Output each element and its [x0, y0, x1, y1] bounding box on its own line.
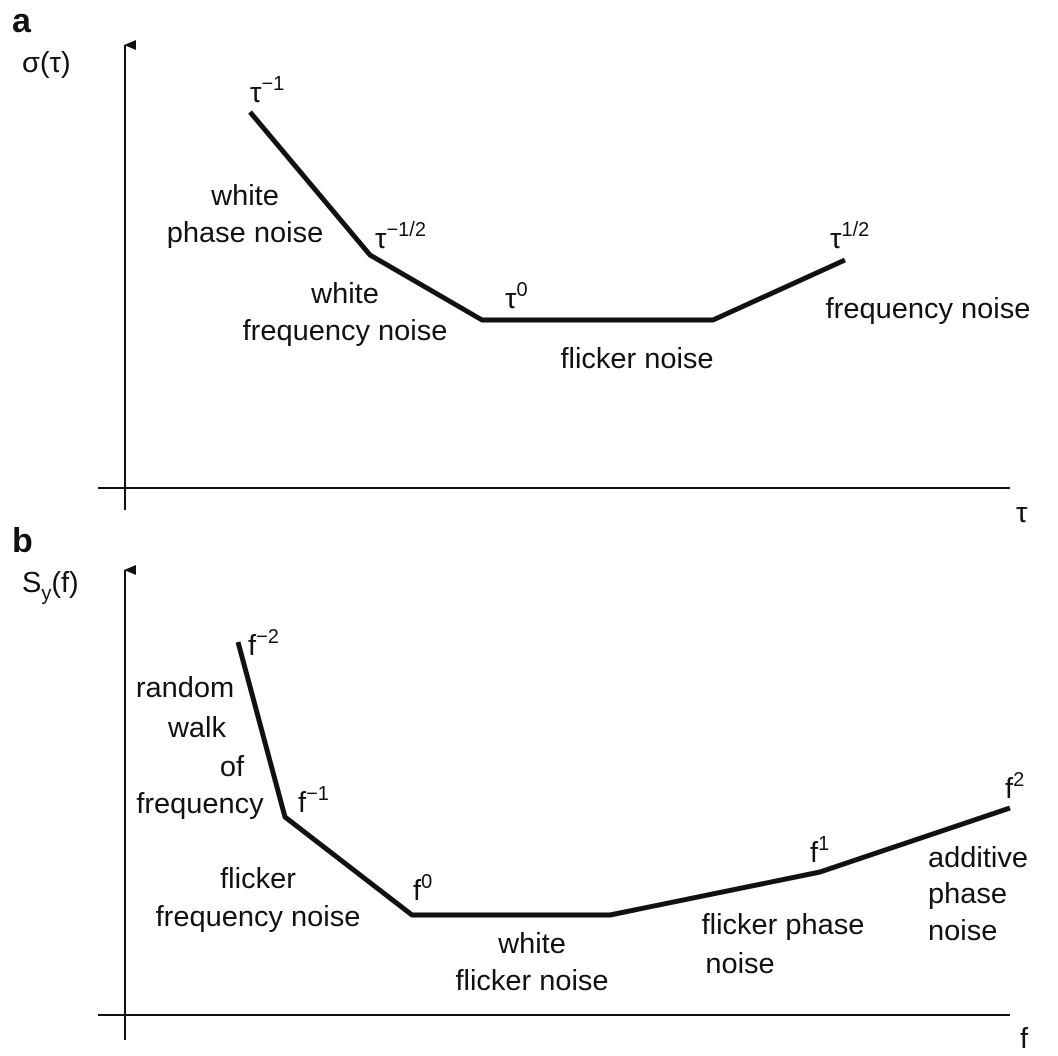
panel-a: a σ(τ) τ τ−1 white phase noise τ−1/2 whi…: [12, 2, 1030, 529]
noise-label: frequency noise: [243, 315, 448, 347]
noise-label: flicker: [220, 863, 296, 895]
panel-label: a: [12, 2, 32, 40]
y-axis-label: Sy(f): [22, 567, 79, 605]
y-axis-label: σ(τ): [22, 47, 71, 79]
noise-label: phase noise: [167, 217, 323, 249]
exponent: f−1: [298, 783, 329, 819]
noise-label: of: [220, 751, 245, 783]
exponent: τ−1: [250, 73, 284, 109]
exponent: f2: [1005, 769, 1024, 805]
noise-label: additive: [928, 842, 1028, 874]
noise-label: flicker phase: [702, 909, 865, 941]
x-axis-label: f: [1020, 1023, 1029, 1055]
exponent: f1: [810, 833, 829, 869]
panel-label: b: [12, 522, 33, 560]
noise-label: white: [210, 180, 279, 212]
noise-label: random: [136, 672, 234, 704]
x-axis-label: τ: [1016, 497, 1028, 529]
exponent: f−2: [248, 626, 279, 662]
panel-b: b Sy(f) f f−2 random walk of frequency f…: [12, 522, 1029, 1055]
noise-label: flicker noise: [560, 343, 713, 375]
noise-label: phase: [928, 878, 1007, 910]
noise-label: white: [497, 928, 566, 960]
curve: [248, 110, 847, 323]
exponent: τ1/2: [830, 219, 869, 255]
noise-label: white: [310, 278, 379, 310]
noise-label: noise: [928, 915, 997, 947]
exponent: τ−1/2: [375, 219, 426, 255]
noise-label: frequency noise: [156, 901, 361, 933]
exponent: f0: [413, 871, 432, 907]
noise-label: noise: [705, 948, 774, 980]
noise-label: walk: [167, 712, 227, 744]
curve: [235, 641, 1011, 918]
noise-label: frequency: [136, 788, 264, 820]
noise-label: flicker noise: [455, 965, 608, 997]
exponent: τ0: [505, 279, 528, 315]
noise-label: frequency noise: [826, 293, 1031, 325]
